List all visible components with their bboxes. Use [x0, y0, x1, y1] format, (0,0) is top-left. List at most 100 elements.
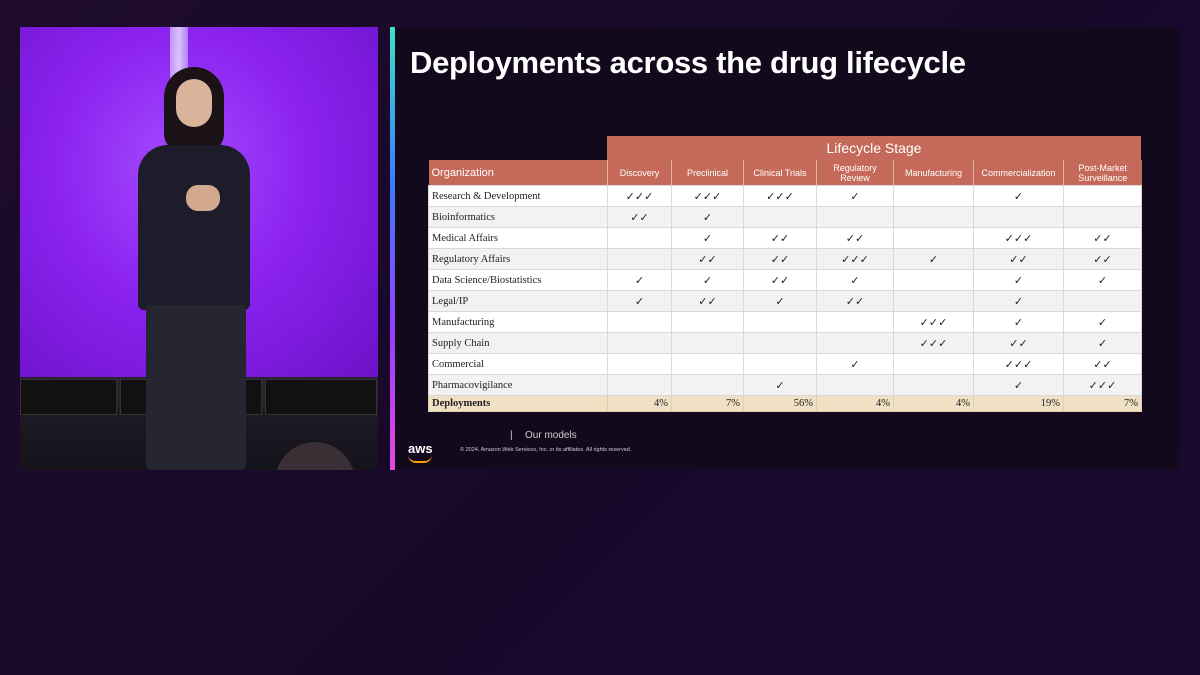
- organization-cell: Research & Development: [428, 185, 608, 207]
- deployment-percentage: 4%: [607, 395, 672, 412]
- column-header-row: Organization Discovery Preclinical Clinica…: [428, 160, 1142, 186]
- lifecycle-stage-header: Lifecycle Stage: [607, 136, 1141, 160]
- check-cell: ✓✓✓: [973, 353, 1064, 375]
- check-cell: ✓: [816, 185, 894, 207]
- speaker-video: [20, 27, 378, 470]
- stage-header-clinical-trials: Clinical Trials: [743, 160, 817, 186]
- check-cell: ✓: [973, 311, 1064, 333]
- organization-cell: Manufacturing: [428, 311, 608, 333]
- stage-monitor: [20, 379, 117, 415]
- check-cell: ✓✓: [816, 290, 894, 312]
- table-row: Data Science/Biostatistics ✓ ✓ ✓✓ ✓ ✓ ✓: [428, 269, 1142, 291]
- table-row: Supply Chain ✓✓✓ ✓✓ ✓: [428, 332, 1142, 354]
- organization-cell: Regulatory Affairs: [428, 248, 608, 270]
- check-cell: [743, 332, 817, 354]
- check-cell: ✓: [973, 269, 1064, 291]
- slide-accent-bar: [390, 27, 395, 470]
- check-cell: ✓✓✓: [671, 185, 744, 207]
- check-cell: ✓✓: [743, 248, 817, 270]
- speaker-hands: [186, 185, 220, 211]
- deployment-percentage: 4%: [893, 395, 974, 412]
- check-cell: [893, 185, 974, 207]
- check-cell: [607, 311, 672, 333]
- check-cell: [743, 311, 817, 333]
- speaker: [124, 65, 264, 470]
- check-cell: ✓: [1063, 311, 1142, 333]
- table-row: Legal/IP ✓ ✓✓ ✓ ✓✓ ✓: [428, 290, 1142, 312]
- table-row: Regulatory Affairs ✓✓ ✓✓ ✓✓✓ ✓ ✓✓ ✓✓: [428, 248, 1142, 270]
- check-cell: ✓✓: [1063, 248, 1142, 270]
- organization-cell: Medical Affairs: [428, 227, 608, 249]
- check-cell: ✓: [973, 185, 1064, 207]
- check-cell: ✓✓✓: [893, 332, 974, 354]
- organization-header: Organization: [428, 160, 608, 186]
- check-cell: ✓: [973, 374, 1064, 396]
- slide: Deployments across the drug lifecycle Li…: [390, 27, 1179, 470]
- table-row: Commercial ✓ ✓✓✓ ✓✓: [428, 353, 1142, 375]
- check-cell: [671, 332, 744, 354]
- organization-cell: Supply Chain: [428, 332, 608, 354]
- deployment-percentage: 7%: [1063, 395, 1142, 412]
- deployments-label: Deployments: [428, 395, 608, 412]
- check-cell: ✓✓: [816, 227, 894, 249]
- stage-header-discovery: Discovery: [607, 160, 672, 186]
- check-cell: ✓: [607, 290, 672, 312]
- table-row: Manufacturing ✓✓✓ ✓ ✓: [428, 311, 1142, 333]
- check-cell: [893, 269, 974, 291]
- check-cell: [607, 353, 672, 375]
- check-cell: [1063, 290, 1142, 312]
- check-cell: ✓: [607, 269, 672, 291]
- aws-smile-icon: [408, 455, 432, 463]
- check-cell: ✓✓: [607, 206, 672, 228]
- footer-separator: |: [510, 430, 513, 441]
- check-cell: ✓✓: [671, 290, 744, 312]
- check-cell: [1063, 185, 1142, 207]
- deployment-percentage: 7%: [671, 395, 744, 412]
- deployment-percentage: 56%: [743, 395, 817, 412]
- check-cell: ✓✓: [973, 332, 1064, 354]
- check-cell: ✓: [671, 269, 744, 291]
- check-cell: [816, 374, 894, 396]
- stage-header-preclinical: Preclinical: [671, 160, 744, 186]
- check-cell: ✓: [816, 353, 894, 375]
- check-cell: ✓: [671, 227, 744, 249]
- check-cell: ✓✓✓: [743, 185, 817, 207]
- organization-cell: Bioinformatics: [428, 206, 608, 228]
- check-cell: [743, 353, 817, 375]
- check-cell: ✓✓: [1063, 353, 1142, 375]
- check-cell: ✓: [743, 290, 817, 312]
- speaker-face: [176, 79, 212, 127]
- check-cell: ✓: [671, 206, 744, 228]
- organization-cell: Pharmacovigilance: [428, 374, 608, 396]
- deployment-percentage: 4%: [816, 395, 894, 412]
- check-cell: [671, 311, 744, 333]
- check-cell: ✓: [816, 269, 894, 291]
- organization-cell: Data Science/Biostatistics: [428, 269, 608, 291]
- speaker-pants: [146, 305, 246, 470]
- check-cell: ✓✓: [973, 248, 1064, 270]
- check-cell: ✓: [893, 248, 974, 270]
- check-cell: ✓✓✓: [973, 227, 1064, 249]
- deployments-total-row: Deployments 4% 7% 56% 4% 4% 19% 7%: [428, 395, 1142, 412]
- table-row: Research & Development ✓✓✓ ✓✓✓ ✓✓✓ ✓ ✓: [428, 185, 1142, 207]
- stage-header-manufacturing: Manufacturing: [893, 160, 974, 186]
- check-cell: [816, 332, 894, 354]
- check-cell: [816, 311, 894, 333]
- check-cell: ✓: [973, 290, 1064, 312]
- table-row: Medical Affairs ✓ ✓✓ ✓✓ ✓✓✓ ✓✓: [428, 227, 1142, 249]
- check-cell: ✓✓: [671, 248, 744, 270]
- check-cell: [973, 206, 1064, 228]
- check-cell: [816, 206, 894, 228]
- check-cell: ✓✓✓: [816, 248, 894, 270]
- check-cell: [671, 374, 744, 396]
- check-cell: [607, 374, 672, 396]
- footer-label: Our models: [525, 430, 577, 441]
- check-cell: [893, 290, 974, 312]
- check-cell: ✓✓: [743, 269, 817, 291]
- table-row: Pharmacovigilance ✓ ✓ ✓✓✓: [428, 374, 1142, 396]
- check-cell: [607, 227, 672, 249]
- check-cell: [893, 206, 974, 228]
- check-cell: ✓✓✓: [1063, 374, 1142, 396]
- check-cell: [893, 374, 974, 396]
- slide-title: Deployments across the drug lifecycle: [410, 45, 966, 80]
